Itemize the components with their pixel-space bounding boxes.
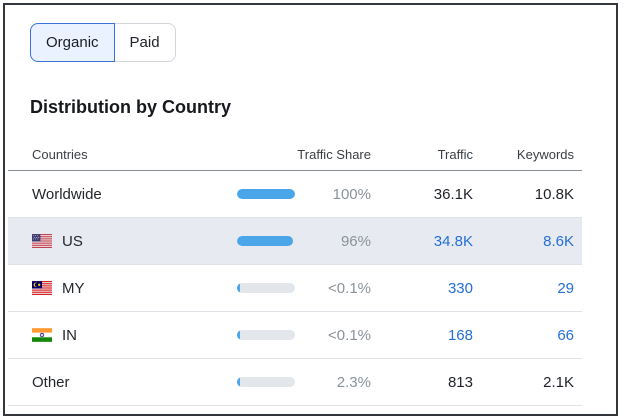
- us-flag-icon: [32, 234, 52, 248]
- traffic-value: 813: [447, 373, 473, 391]
- organic-paid-toggle: Organic Paid: [30, 23, 176, 62]
- column-header-traffic: Traffic: [437, 146, 473, 162]
- table-row-in[interactable]: IN <0.1% 168 66: [8, 312, 582, 359]
- traffic-value-link[interactable]: 330: [447, 279, 473, 297]
- keywords-value-link[interactable]: 29: [557, 279, 574, 297]
- traffic-share-bar: [237, 236, 295, 246]
- keywords-value: 2.1K: [543, 373, 574, 391]
- page-title: Distribution by Country: [30, 97, 231, 117]
- tab-paid[interactable]: Paid: [114, 23, 176, 62]
- traffic-share-bar: [237, 283, 295, 293]
- keywords-value-link[interactable]: 66: [557, 326, 574, 344]
- table-row-my[interactable]: MY <0.1% 330 29: [8, 265, 582, 312]
- traffic-share-value: <0.1%: [328, 326, 371, 344]
- table-row-other[interactable]: Other 2.3% 813 2.1K: [8, 359, 582, 406]
- country-label: Worldwide: [32, 185, 102, 203]
- traffic-value-link[interactable]: 34.8K: [433, 232, 473, 250]
- traffic-share-value: <0.1%: [328, 279, 371, 297]
- table-row-us[interactable]: US 96% 34.8K 8.6K: [8, 218, 582, 265]
- column-header-keywords: Keywords: [516, 146, 574, 162]
- keywords-value: 10.8K: [534, 185, 574, 203]
- column-header-countries: Countries: [32, 146, 88, 162]
- traffic-share-bar: [237, 189, 295, 199]
- traffic-share-value: 2.3%: [336, 373, 371, 391]
- table-row-worldwide[interactable]: Worldwide 100% 36.1K 10.8K: [8, 171, 582, 218]
- traffic-share-bar: [237, 377, 295, 387]
- keywords-value-link[interactable]: 8.6K: [543, 232, 574, 250]
- traffic-share-value: 100%: [332, 185, 371, 203]
- traffic-share-value: 96%: [340, 232, 371, 250]
- my-flag-icon: [32, 281, 52, 295]
- country-label: MY: [32, 280, 237, 297]
- traffic-share-bar: [237, 330, 295, 340]
- country-label: US: [32, 233, 237, 250]
- in-flag-icon: [32, 328, 52, 342]
- tab-organic[interactable]: Organic: [30, 23, 115, 62]
- traffic-value-link[interactable]: 168: [447, 326, 473, 344]
- column-header-traffic-share: Traffic Share: [297, 146, 371, 162]
- table-header-row: Countries Traffic Share Traffic Keywords: [8, 138, 582, 171]
- country-label: Other: [32, 373, 70, 391]
- traffic-value: 36.1K: [433, 185, 473, 203]
- country-distribution-table: Countries Traffic Share Traffic Keywords…: [0, 138, 625, 406]
- country-label: IN: [32, 327, 237, 344]
